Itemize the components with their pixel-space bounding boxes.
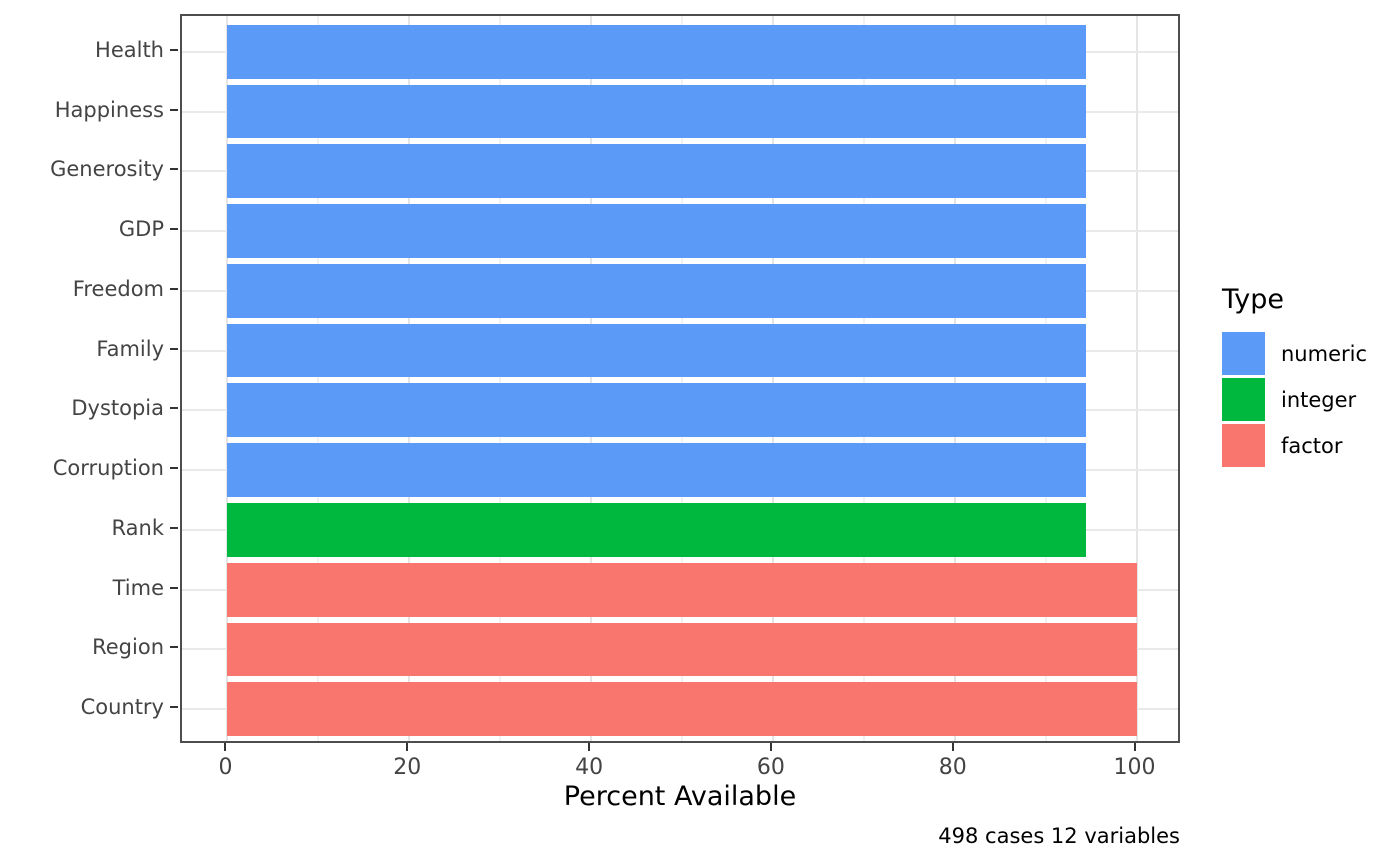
legend-swatch-integer xyxy=(1222,378,1265,421)
bar-region xyxy=(227,622,1137,677)
x-tick xyxy=(406,743,409,751)
y-tick-label: GDP xyxy=(118,217,164,242)
legend-label: integer xyxy=(1281,387,1357,412)
bar-country xyxy=(227,682,1137,737)
legend: Type numeric integer factor xyxy=(1222,284,1398,467)
y-tick-label: Region xyxy=(92,635,164,660)
y-tick xyxy=(170,228,178,231)
x-tick-label: 80 xyxy=(938,755,967,780)
x-tick-label: 60 xyxy=(756,755,785,780)
legend-item-factor: factor xyxy=(1222,424,1398,467)
y-tick xyxy=(170,526,178,529)
y-tick-label: Country xyxy=(80,695,164,720)
bar-freedom xyxy=(227,263,1086,318)
legend-items: numeric integer factor xyxy=(1222,332,1398,467)
y-tick-label: Time xyxy=(112,575,164,600)
y-tick xyxy=(170,586,178,589)
y-tick-label: Dystopia xyxy=(71,396,164,421)
y-tick xyxy=(170,467,178,470)
bar-happiness xyxy=(227,84,1086,139)
bar-dystopia xyxy=(227,383,1086,438)
x-tick-label: 40 xyxy=(575,755,604,780)
y-tick xyxy=(170,287,178,290)
y-tick xyxy=(170,646,178,649)
x-tick xyxy=(951,743,954,751)
bar-health xyxy=(227,24,1086,79)
y-tick-label: Corruption xyxy=(52,456,164,481)
legend-title: Type xyxy=(1222,284,1285,315)
gridline-major-x xyxy=(1135,16,1138,741)
x-tick xyxy=(769,743,772,751)
y-tick xyxy=(170,108,178,111)
bar-corruption xyxy=(227,443,1086,497)
y-tick-label: Happiness xyxy=(54,97,164,122)
y-tick-label: Freedom xyxy=(72,276,164,301)
y-tick xyxy=(170,347,178,350)
bar-rank xyxy=(227,502,1086,557)
x-tick xyxy=(224,743,227,751)
bar-family xyxy=(227,323,1086,378)
y-tick xyxy=(170,407,178,410)
x-tick-label: 100 xyxy=(1113,755,1156,780)
gridline-major-x xyxy=(408,16,411,741)
y-tick-label: Generosity xyxy=(50,157,164,182)
legend-swatch-factor xyxy=(1222,424,1265,467)
gridline-major-x xyxy=(771,16,774,741)
legend-label: numeric xyxy=(1281,341,1368,366)
y-tick xyxy=(170,706,178,709)
bar-time xyxy=(227,562,1137,617)
x-tick-label: 0 xyxy=(218,755,233,780)
legend-label: factor xyxy=(1281,433,1343,458)
x-tick-label: 20 xyxy=(393,755,422,780)
legend-item-numeric: numeric xyxy=(1222,332,1398,375)
plot-panel xyxy=(180,14,1180,743)
y-tick xyxy=(170,168,178,171)
gridline-minor-x xyxy=(317,16,320,741)
legend-item-integer: integer xyxy=(1222,378,1398,421)
y-tick xyxy=(170,48,178,51)
bar-generosity xyxy=(227,144,1086,199)
gridline-major-x xyxy=(590,16,593,741)
x-axis-title: Percent Available xyxy=(563,781,797,812)
chart-caption: 498 cases 12 variables xyxy=(938,824,1180,848)
legend-swatch-numeric xyxy=(1222,332,1265,375)
y-tick-label: Health xyxy=(95,37,164,62)
gridline-minor-x xyxy=(499,16,502,741)
gridline-minor-x xyxy=(681,16,683,741)
x-tick xyxy=(588,743,591,751)
gridline-major-x xyxy=(953,16,956,741)
gridline-minor-x xyxy=(862,16,865,741)
bar-gdp xyxy=(227,204,1086,258)
gridline-major-x xyxy=(226,16,229,741)
y-tick-label: Family xyxy=(96,336,164,361)
gridline-minor-x xyxy=(1044,16,1047,741)
y-tick-label: Rank xyxy=(111,515,164,540)
x-tick xyxy=(1133,743,1136,751)
